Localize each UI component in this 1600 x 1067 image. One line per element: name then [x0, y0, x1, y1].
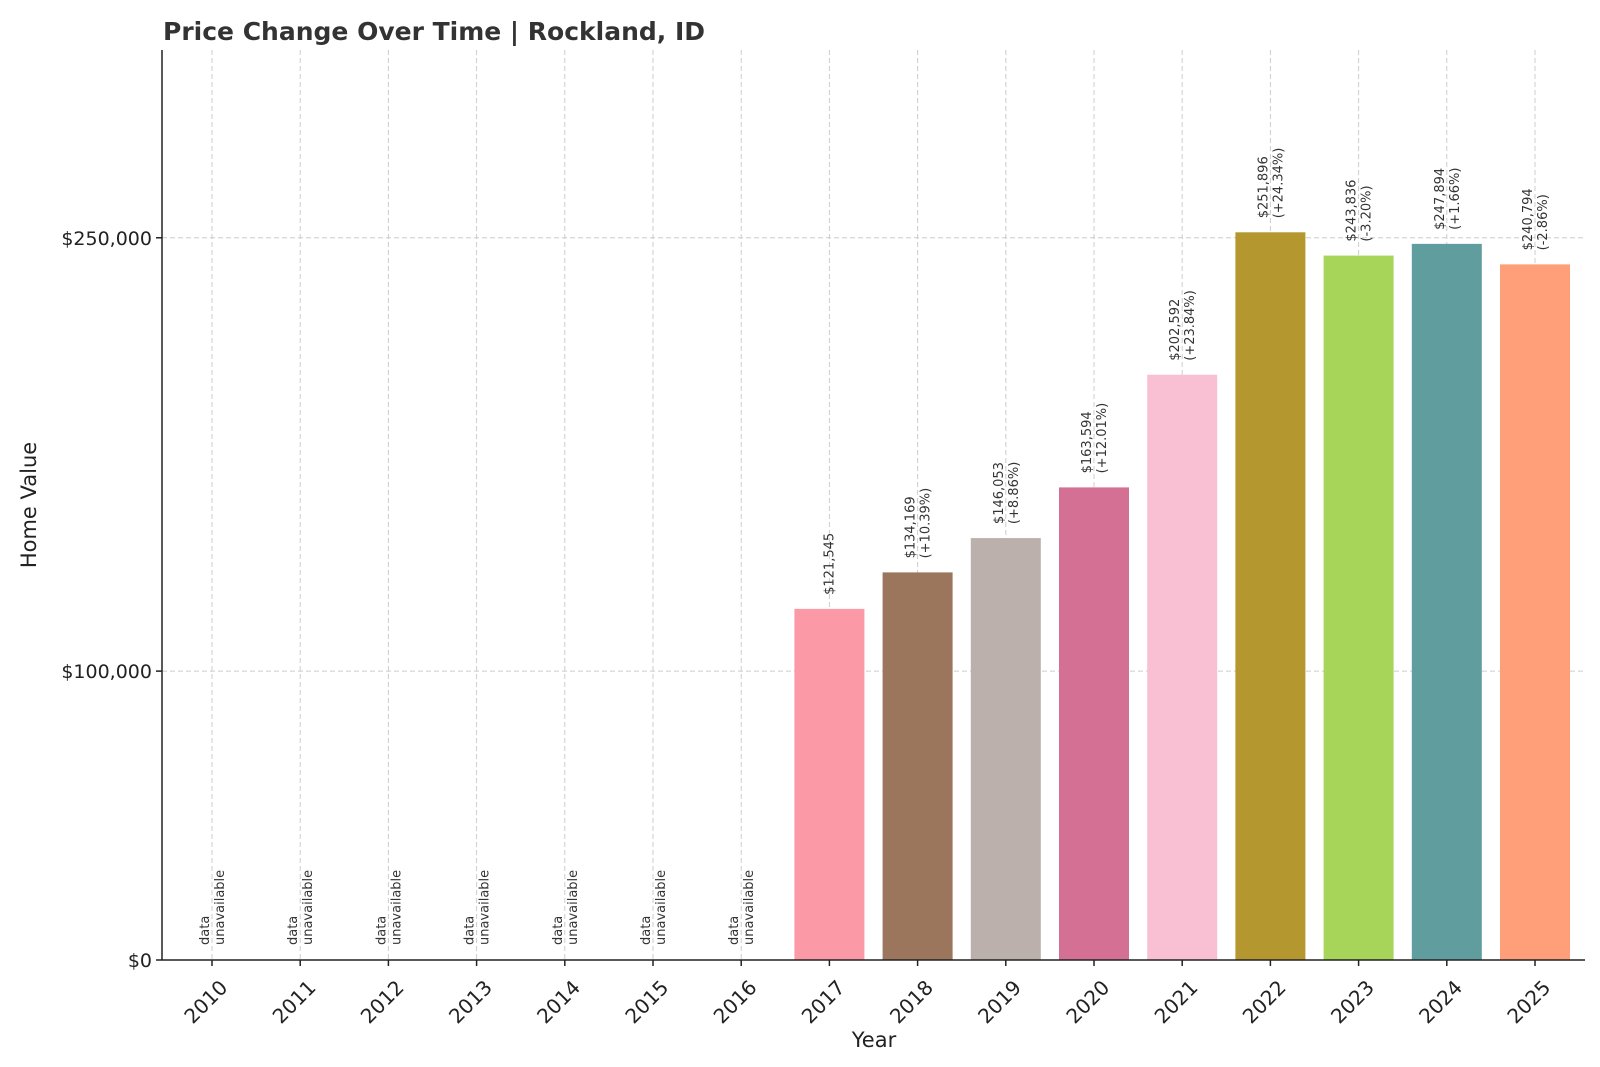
unavailable-line-1: data [463, 916, 478, 945]
unavailable-line-2: unavailable [301, 870, 316, 945]
bar-2020 [1059, 487, 1129, 960]
x-tick-label: 2014 [532, 975, 585, 1028]
unavailable-line-2: unavailable [654, 870, 669, 945]
value-label: $240,794 [1521, 188, 1536, 250]
bar-2021 [1147, 374, 1218, 960]
data-unavailable-label: dataunavailable [374, 870, 404, 945]
x-tick-label: 2025 [1502, 975, 1555, 1028]
chart-title: Price Change Over Time | Rockland, ID [163, 17, 705, 46]
value-label: $134,169 [904, 496, 919, 558]
change-label: (-3.20%) [1360, 185, 1375, 241]
value-label: $243,836 [1345, 180, 1360, 242]
x-ticks: 2010 2011 2012 2013 2014 2015 2016 2017 2018 2019… [179, 960, 1555, 1028]
data-label-2023: $243,836(-3.20%) [1345, 180, 1375, 242]
unavailable-line-1: data [639, 916, 654, 945]
data-label-2020: $163,594(+12.01%) [1080, 403, 1110, 474]
x-tick-label: 2010 [179, 975, 232, 1028]
bar-2017 [794, 608, 865, 960]
data-unavailable-label: dataunavailable [727, 870, 757, 945]
y-tick-label: $250,000 [61, 228, 152, 250]
data-labels-layer: dataunavailable dataunavailable dataunavai… [198, 148, 1551, 945]
unavailable-line-1: data [198, 916, 213, 945]
data-unavailable-label: dataunavailable [551, 870, 581, 945]
bar-2025 [1500, 264, 1570, 960]
change-label: (+1.66%) [1448, 168, 1463, 230]
x-axis-label: Year [851, 1028, 897, 1052]
y-axis-label: Home Value [17, 442, 41, 568]
x-tick-label: 2018 [885, 975, 938, 1028]
change-label: (+23.84%) [1183, 290, 1198, 361]
bar-2023 [1323, 255, 1394, 960]
data-unavailable-label: dataunavailable [286, 870, 316, 945]
unavailable-line-2: unavailable [389, 870, 404, 945]
data-label-2019: $146,053(+8.86%) [992, 462, 1022, 524]
change-label: (-2.86%) [1536, 194, 1551, 250]
data-label-2018: $134,169(+10.39%) [904, 488, 934, 559]
change-label: (+10.39%) [919, 488, 934, 559]
data-unavailable-label: dataunavailable [463, 870, 493, 945]
x-tick-label: 2020 [1061, 975, 1114, 1028]
x-tick-label: 2022 [1238, 975, 1291, 1028]
change-label: (+24.34%) [1271, 148, 1286, 219]
bar-2022 [1235, 232, 1306, 961]
unavailable-line-1: data [727, 916, 742, 945]
data-label-2022: $251,896(+24.34%) [1256, 148, 1286, 219]
x-tick-label: 2011 [268, 975, 321, 1028]
bar-2019 [970, 538, 1041, 960]
x-tick-label: 2019 [973, 975, 1026, 1028]
change-label: (+8.86%) [1007, 462, 1022, 524]
x-tick-label: 2016 [709, 975, 762, 1028]
data-label-2017: $121,545 [822, 533, 837, 595]
bar-2018 [882, 572, 953, 960]
unavailable-line-1: data [374, 916, 389, 945]
unavailable-line-2: unavailable [566, 870, 581, 945]
x-tick-label: 2015 [620, 975, 673, 1028]
x-tick-label: 2017 [797, 975, 850, 1028]
unavailable-line-1: data [286, 916, 301, 945]
unavailable-line-2: unavailable [742, 870, 757, 945]
data-unavailable-label: dataunavailable [639, 870, 669, 945]
y-tick-label: $0 [128, 950, 152, 972]
value-label: $247,894 [1433, 168, 1448, 230]
data-label-2021: $202,592(+23.84%) [1168, 290, 1198, 361]
unavailable-line-2: unavailable [478, 870, 493, 945]
y-ticks: $0 $100,000 $250,000 [61, 228, 162, 972]
value-label: $163,594 [1080, 411, 1095, 473]
data-label-2025: $240,794(-2.86%) [1521, 188, 1551, 250]
value-label: $146,053 [992, 462, 1007, 524]
value-label: $202,592 [1168, 299, 1183, 361]
data-unavailable-label: dataunavailable [198, 870, 228, 945]
bar-2024 [1411, 243, 1482, 961]
y-tick-label: $100,000 [61, 661, 152, 683]
x-tick-label: 2021 [1150, 975, 1203, 1028]
x-tick-label: 2013 [444, 975, 497, 1028]
x-tick-label: 2024 [1414, 975, 1467, 1028]
value-label: $121,545 [822, 533, 837, 595]
unavailable-line-1: data [551, 916, 566, 945]
x-tick-label: 2023 [1326, 975, 1379, 1028]
data-label-2024: $247,894(+1.66%) [1433, 168, 1463, 230]
change-label: (+12.01%) [1095, 403, 1110, 474]
x-tick-label: 2012 [356, 975, 409, 1028]
bars-layer [794, 232, 1570, 961]
value-label: $251,896 [1256, 156, 1271, 218]
unavailable-line-2: unavailable [213, 870, 228, 945]
